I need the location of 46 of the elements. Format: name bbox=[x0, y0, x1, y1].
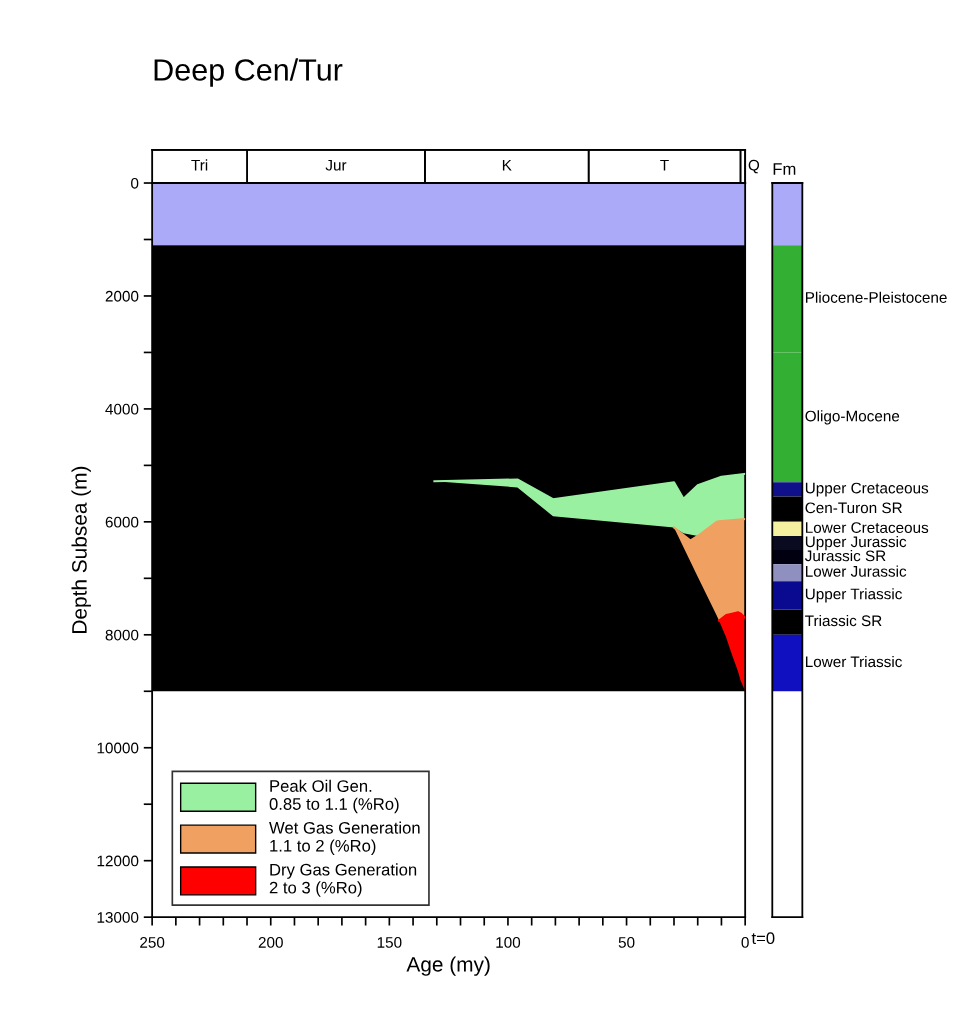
bar bbox=[772, 634, 803, 692]
series-label: Oligo-Mocene bbox=[805, 410, 900, 425]
y-tick-label: 13000 bbox=[97, 912, 139, 923]
series-label: Lower Triassic bbox=[805, 655, 902, 668]
y-tick-label: 2000 bbox=[105, 290, 139, 302]
series-label: Upper Cretaceous bbox=[805, 482, 929, 497]
chart-title: Deep Cen/Tur bbox=[154, 58, 343, 87]
x-tick-label: 150 bbox=[377, 937, 402, 948]
series-label: Jurassic SR bbox=[804, 550, 886, 562]
series-label: Q bbox=[748, 159, 760, 174]
x-tick-label: 0 bbox=[741, 937, 749, 948]
series-label: Lower Jurassic bbox=[805, 565, 907, 577]
bar bbox=[772, 482, 803, 497]
bar bbox=[772, 564, 803, 582]
series-label: Upper Triassic bbox=[805, 588, 902, 603]
y-tick-label: 4000 bbox=[105, 403, 139, 415]
chart-title: Fm bbox=[773, 163, 796, 175]
series-label: Pliocene-Pleistocene bbox=[805, 291, 947, 303]
y-tick-label: 10000 bbox=[97, 742, 139, 754]
x-axis-title: t=0 bbox=[751, 932, 775, 945]
y-tick-label: 0 bbox=[131, 177, 139, 189]
y-tick-label: 6000 bbox=[105, 516, 139, 528]
x-tick-label: 50 bbox=[618, 937, 635, 948]
x-tick-label: 100 bbox=[496, 937, 521, 948]
series-label: T bbox=[660, 159, 669, 171]
series-label: Cen-Turon SR bbox=[805, 502, 902, 514]
x-axis-title: Age (my) bbox=[406, 956, 490, 976]
bar bbox=[772, 521, 803, 536]
series-label: Lower Cretaceous bbox=[805, 522, 929, 534]
bar bbox=[772, 183, 803, 246]
y-tick-label: 12000 bbox=[97, 855, 139, 867]
x-tick-label: 200 bbox=[258, 937, 283, 948]
bar bbox=[772, 581, 803, 610]
legend-label: Wet Gas Generation 1.1 to 2 (%Ro) bbox=[269, 821, 420, 855]
legend-label: Peak Oil Gen. 0.85 to 1.1 (%Ro) bbox=[269, 779, 399, 814]
series-label: Upper Jurassic bbox=[805, 535, 907, 551]
series-label: Jur bbox=[325, 159, 347, 171]
x-tick-label: 250 bbox=[140, 937, 165, 948]
series-label: K bbox=[502, 159, 512, 171]
bar bbox=[772, 535, 803, 551]
y-axis-title: Depth Subsea (m) bbox=[71, 466, 91, 633]
series-label: Tri bbox=[191, 159, 208, 171]
series-label: Triassic SR bbox=[805, 614, 882, 627]
y-tick-label: 8000 bbox=[105, 629, 139, 641]
bar bbox=[772, 550, 803, 565]
legend-label: Dry Gas Generation 2 to 3 (%Ro) bbox=[269, 863, 417, 897]
